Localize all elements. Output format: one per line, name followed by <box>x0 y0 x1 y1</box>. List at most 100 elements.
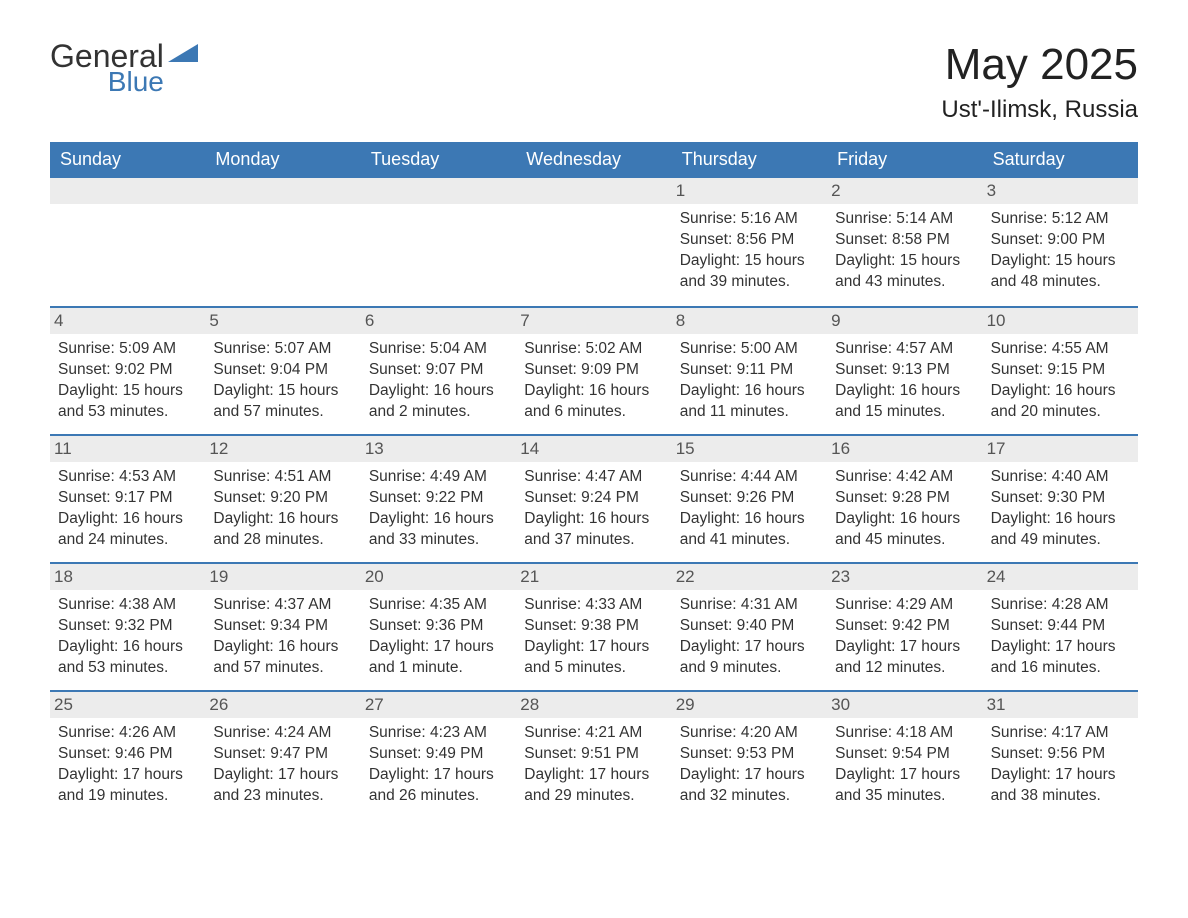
sunset-line: Sunset: 9:00 PM <box>991 230 1130 251</box>
daylight-line: Daylight: 16 hours and 11 minutes. <box>680 381 819 423</box>
logo-text: General Blue <box>50 40 164 96</box>
sunset-line: Sunset: 9:22 PM <box>369 488 508 509</box>
day-info: Sunrise: 4:42 AMSunset: 9:28 PMDaylight:… <box>835 467 974 551</box>
sunrise-line: Sunrise: 4:24 AM <box>213 723 352 744</box>
day-cell: 28Sunrise: 4:21 AMSunset: 9:51 PMDayligh… <box>516 692 671 818</box>
weeks-container: 1 Sunrise: 5:16 AMSunset: 8:56 PMDaylight… <box>50 178 1138 818</box>
empty-day <box>50 178 205 204</box>
day-cell: 5 Sunrise: 5:07 AMSunset: 9:04 PMDaylight… <box>205 308 360 434</box>
daylight-line: Daylight: 17 hours and 5 minutes. <box>524 637 663 679</box>
daylight-line: Daylight: 16 hours and 57 minutes. <box>213 637 352 679</box>
daylight-line: Daylight: 17 hours and 16 minutes. <box>991 637 1130 679</box>
week-row: 1 Sunrise: 5:16 AMSunset: 8:56 PMDaylight… <box>50 178 1138 306</box>
sunrise-line: Sunrise: 4:53 AM <box>58 467 197 488</box>
header: General Blue May 2025 Ust'-Ilimsk, Russi… <box>50 40 1138 124</box>
day-cell: 1 Sunrise: 5:16 AMSunset: 8:56 PMDaylight… <box>672 178 827 306</box>
sunrise-line: Sunrise: 4:38 AM <box>58 595 197 616</box>
daylight-line: Daylight: 17 hours and 1 minute. <box>369 637 508 679</box>
day-cell: 30Sunrise: 4:18 AMSunset: 9:54 PMDayligh… <box>827 692 982 818</box>
day-info: Sunrise: 5:00 AMSunset: 9:11 PMDaylight:… <box>680 339 819 423</box>
day-info: Sunrise: 4:44 AMSunset: 9:26 PMDaylight:… <box>680 467 819 551</box>
sunrise-line: Sunrise: 4:28 AM <box>991 595 1130 616</box>
day-cell: 21Sunrise: 4:33 AMSunset: 9:38 PMDayligh… <box>516 564 671 690</box>
day-info: Sunrise: 4:49 AMSunset: 9:22 PMDaylight:… <box>369 467 508 551</box>
day-number: 23 <box>827 564 982 590</box>
day-number: 5 <box>205 308 360 334</box>
daylight-line: Daylight: 17 hours and 19 minutes. <box>58 765 197 807</box>
sunset-line: Sunset: 9:32 PM <box>58 616 197 637</box>
daylight-line: Daylight: 17 hours and 32 minutes. <box>680 765 819 807</box>
sunrise-line: Sunrise: 4:49 AM <box>369 467 508 488</box>
day-info: Sunrise: 5:04 AMSunset: 9:07 PMDaylight:… <box>369 339 508 423</box>
day-info: Sunrise: 5:16 AMSunset: 8:56 PMDaylight:… <box>680 209 819 293</box>
sunset-line: Sunset: 9:11 PM <box>680 360 819 381</box>
day-number: 15 <box>672 436 827 462</box>
logo-blue-text: Blue <box>50 68 164 96</box>
day-info: Sunrise: 5:07 AMSunset: 9:04 PMDaylight:… <box>213 339 352 423</box>
daylight-line: Daylight: 17 hours and 29 minutes. <box>524 765 663 807</box>
day-cell <box>205 178 360 306</box>
sunset-line: Sunset: 9:07 PM <box>369 360 508 381</box>
sunset-line: Sunset: 9:17 PM <box>58 488 197 509</box>
sunset-line: Sunset: 9:13 PM <box>835 360 974 381</box>
empty-day <box>516 178 671 204</box>
day-cell: 14 Sunrise: 4:47 AMSunset: 9:24 PMDayligh… <box>516 436 671 562</box>
day-info: Sunrise: 4:24 AMSunset: 9:47 PMDaylight:… <box>213 723 352 807</box>
sunrise-line: Sunrise: 5:16 AM <box>680 209 819 230</box>
sunrise-line: Sunrise: 4:29 AM <box>835 595 974 616</box>
day-number: 14 <box>516 436 671 462</box>
location-label: Ust'-Ilimsk, Russia <box>941 96 1138 124</box>
sunset-line: Sunset: 8:58 PM <box>835 230 974 251</box>
day-info: Sunrise: 4:21 AMSunset: 9:51 PMDaylight:… <box>524 723 663 807</box>
sunrise-line: Sunrise: 4:21 AM <box>524 723 663 744</box>
sunrise-line: Sunrise: 4:17 AM <box>991 723 1130 744</box>
day-info: Sunrise: 4:31 AMSunset: 9:40 PMDaylight:… <box>680 595 819 679</box>
day-info: Sunrise: 4:18 AMSunset: 9:54 PMDaylight:… <box>835 723 974 807</box>
sunrise-line: Sunrise: 5:14 AM <box>835 209 974 230</box>
sunrise-line: Sunrise: 4:20 AM <box>680 723 819 744</box>
weekday-header: Tuesday <box>361 142 516 178</box>
day-number: 19 <box>205 564 360 590</box>
day-cell: 25Sunrise: 4:26 AMSunset: 9:46 PMDayligh… <box>50 692 205 818</box>
daylight-line: Daylight: 15 hours and 53 minutes. <box>58 381 197 423</box>
day-info: Sunrise: 4:35 AMSunset: 9:36 PMDaylight:… <box>369 595 508 679</box>
daylight-line: Daylight: 16 hours and 2 minutes. <box>369 381 508 423</box>
daylight-line: Daylight: 15 hours and 39 minutes. <box>680 251 819 293</box>
day-number: 29 <box>672 692 827 718</box>
day-info: Sunrise: 4:17 AMSunset: 9:56 PMDaylight:… <box>991 723 1130 807</box>
sunset-line: Sunset: 9:51 PM <box>524 744 663 765</box>
week-row: 18Sunrise: 4:38 AMSunset: 9:32 PMDayligh… <box>50 562 1138 690</box>
day-number: 3 <box>983 178 1138 204</box>
day-number: 17 <box>983 436 1138 462</box>
daylight-line: Daylight: 17 hours and 12 minutes. <box>835 637 974 679</box>
sunrise-line: Sunrise: 4:51 AM <box>213 467 352 488</box>
sunrise-line: Sunrise: 5:07 AM <box>213 339 352 360</box>
day-info: Sunrise: 4:47 AMSunset: 9:24 PMDaylight:… <box>524 467 663 551</box>
sunset-line: Sunset: 9:26 PM <box>680 488 819 509</box>
day-number: 27 <box>361 692 516 718</box>
weekday-header: Thursday <box>672 142 827 178</box>
day-cell: 29Sunrise: 4:20 AMSunset: 9:53 PMDayligh… <box>672 692 827 818</box>
sunset-line: Sunset: 9:44 PM <box>991 616 1130 637</box>
day-cell: 4Sunrise: 5:09 AMSunset: 9:02 PMDaylight… <box>50 308 205 434</box>
day-info: Sunrise: 4:28 AMSunset: 9:44 PMDaylight:… <box>991 595 1130 679</box>
day-number: 20 <box>361 564 516 590</box>
daylight-line: Daylight: 15 hours and 43 minutes. <box>835 251 974 293</box>
day-info: Sunrise: 4:29 AMSunset: 9:42 PMDaylight:… <box>835 595 974 679</box>
daylight-line: Daylight: 16 hours and 20 minutes. <box>991 381 1130 423</box>
sunrise-line: Sunrise: 4:26 AM <box>58 723 197 744</box>
day-cell: 16Sunrise: 4:42 AMSunset: 9:28 PMDayligh… <box>827 436 982 562</box>
sunset-line: Sunset: 9:36 PM <box>369 616 508 637</box>
sunrise-line: Sunrise: 5:02 AM <box>524 339 663 360</box>
logo-triangle-icon <box>168 40 198 62</box>
day-number: 9 <box>827 308 982 334</box>
sunset-line: Sunset: 9:49 PM <box>369 744 508 765</box>
day-cell: 17Sunrise: 4:40 AMSunset: 9:30 PMDayligh… <box>983 436 1138 562</box>
day-cell: 23 Sunrise: 4:29 AMSunset: 9:42 PMDayligh… <box>827 564 982 690</box>
sunrise-line: Sunrise: 4:37 AM <box>213 595 352 616</box>
daylight-line: Daylight: 16 hours and 28 minutes. <box>213 509 352 551</box>
sunset-line: Sunset: 9:56 PM <box>991 744 1130 765</box>
sunrise-line: Sunrise: 4:55 AM <box>991 339 1130 360</box>
day-number: 7 <box>516 308 671 334</box>
day-number: 1 <box>672 178 827 204</box>
